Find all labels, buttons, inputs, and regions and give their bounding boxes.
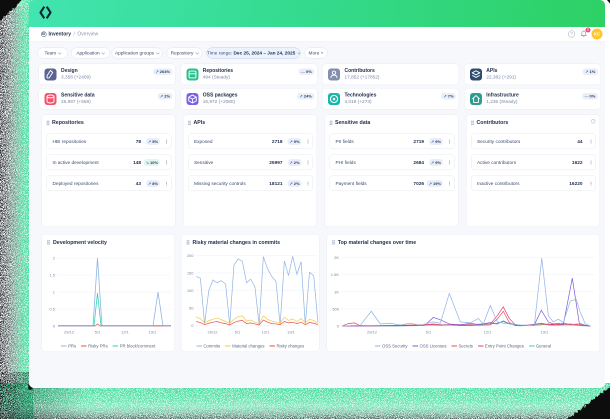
svg-text:12/1: 12/1	[121, 330, 130, 335]
svg-text:5/1: 5/1	[235, 330, 241, 335]
svg-text:5/1: 5/1	[95, 330, 101, 335]
svg-text:200: 200	[187, 253, 194, 258]
svg-text:0: 0	[337, 324, 340, 329]
svg-text:19/1: 19/1	[287, 330, 296, 335]
svg-text:150: 150	[187, 270, 194, 275]
svg-text:0: 0	[53, 324, 56, 329]
svg-text:50: 50	[189, 306, 194, 311]
svg-text:29/12: 29/12	[207, 330, 218, 335]
svg-text:19/1: 19/1	[149, 330, 158, 335]
svg-text:0: 0	[191, 323, 194, 328]
svg-text:0.5: 0.5	[49, 307, 55, 312]
svg-text:2: 2	[53, 256, 56, 261]
svg-text:5/1: 5/1	[425, 330, 431, 335]
svg-text:2K: 2K	[334, 255, 339, 260]
svg-text:12/1: 12/1	[483, 330, 492, 335]
svg-text:1.5: 1.5	[49, 273, 55, 278]
svg-text:1: 1	[53, 290, 56, 295]
svg-text:19/1: 19/1	[540, 330, 549, 335]
svg-text:1K: 1K	[334, 289, 339, 294]
svg-text:29/12: 29/12	[367, 330, 378, 335]
svg-text:12/1: 12/1	[262, 330, 271, 335]
svg-text:500: 500	[332, 306, 339, 311]
svg-text:100: 100	[187, 288, 194, 293]
svg-text:29/12: 29/12	[64, 330, 75, 335]
svg-text:1.5K: 1.5K	[331, 272, 340, 277]
